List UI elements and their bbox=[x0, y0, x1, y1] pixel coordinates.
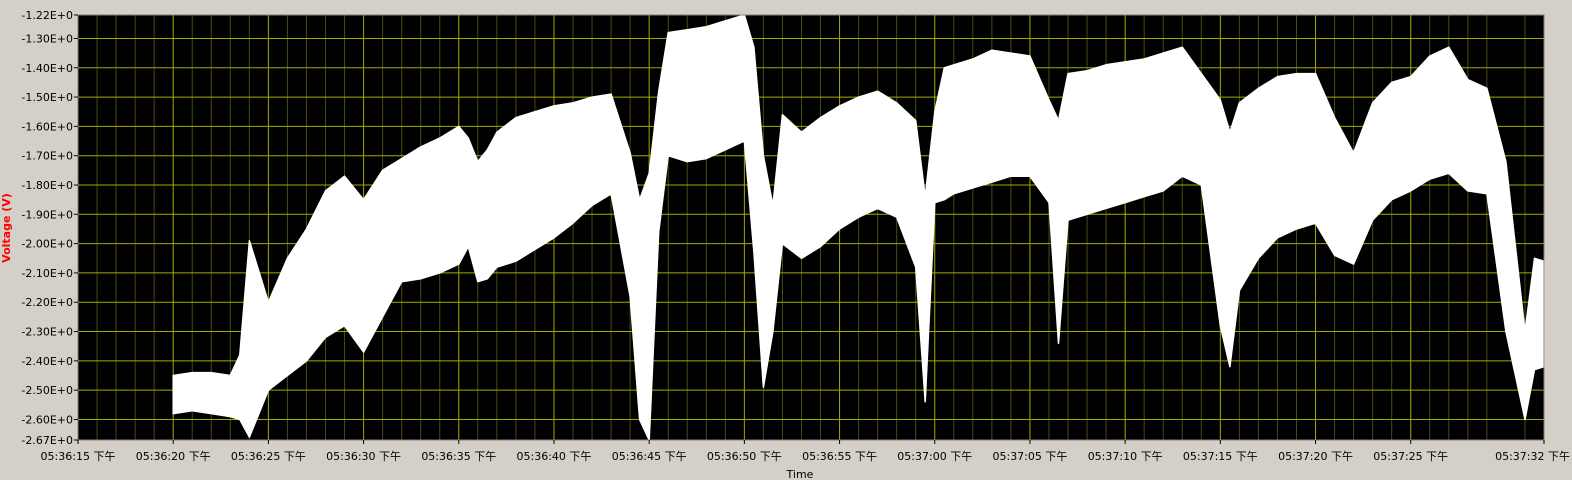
y-tick-label: -2.67E+0 bbox=[21, 434, 73, 447]
y-tick-label: -1.60E+0 bbox=[21, 120, 73, 133]
x-tick-label: 05:37:32 下午 bbox=[1495, 450, 1570, 463]
x-tick-label: 05:36:45 下午 bbox=[612, 450, 687, 463]
y-tick-label: -2.10E+0 bbox=[21, 267, 73, 280]
y-tick-label: -2.30E+0 bbox=[21, 326, 73, 339]
x-tick-label: 05:37:10 下午 bbox=[1088, 450, 1163, 463]
y-tick-label: -1.80E+0 bbox=[21, 179, 73, 192]
y-axis-label: Voltage (V) bbox=[0, 193, 13, 263]
x-tick-label: 05:36:50 下午 bbox=[707, 450, 782, 463]
y-tick-label: -2.40E+0 bbox=[21, 355, 73, 368]
y-tick-label: -1.90E+0 bbox=[21, 208, 73, 221]
y-tick-label: -2.50E+0 bbox=[21, 384, 73, 397]
x-axis-label: Time bbox=[786, 468, 814, 480]
y-axis: -1.22E+0 -1.30E+0 -1.40E+0 -1.50E+0 -1.60E+0… bbox=[21, 9, 78, 447]
x-tick-label: 05:36:40 下午 bbox=[517, 450, 592, 463]
y-tick-label: -1.50E+0 bbox=[21, 91, 73, 104]
x-tick-label: 05:37:00 下午 bbox=[897, 450, 972, 463]
x-tick-label: 05:37:25 下午 bbox=[1373, 450, 1448, 463]
x-tick-label: 05:36:30 下午 bbox=[326, 450, 401, 463]
plot-border bbox=[77, 14, 1545, 441]
x-tick-label: 05:37:20 下午 bbox=[1278, 450, 1353, 463]
x-tick-label: 05:36:15 下午 bbox=[41, 450, 116, 463]
x-tick-label: 05:36:55 下午 bbox=[802, 450, 877, 463]
y-tick-label: -1.40E+0 bbox=[21, 62, 73, 75]
x-tick-label: 05:37:15 下午 bbox=[1183, 450, 1258, 463]
y-tick-label: -2.00E+0 bbox=[21, 238, 73, 251]
x-tick-label: 05:36:25 下午 bbox=[231, 450, 306, 463]
x-tick-label: 05:36:20 下午 bbox=[136, 450, 211, 463]
y-tick-label: -2.60E+0 bbox=[21, 413, 73, 426]
x-tick-label: 05:36:35 下午 bbox=[421, 450, 496, 463]
y-tick-label: -1.30E+0 bbox=[21, 32, 73, 45]
y-tick-label: -1.22E+0 bbox=[21, 9, 73, 22]
y-tick-label: -1.70E+0 bbox=[21, 150, 73, 163]
x-tick-label: 05:37:05 下午 bbox=[992, 450, 1067, 463]
x-axis: 05:36:15 下午 05:36:20 下午 05:36:25 下午 05:36:3… bbox=[41, 440, 1570, 463]
y-tick-label: -2.20E+0 bbox=[21, 296, 73, 309]
